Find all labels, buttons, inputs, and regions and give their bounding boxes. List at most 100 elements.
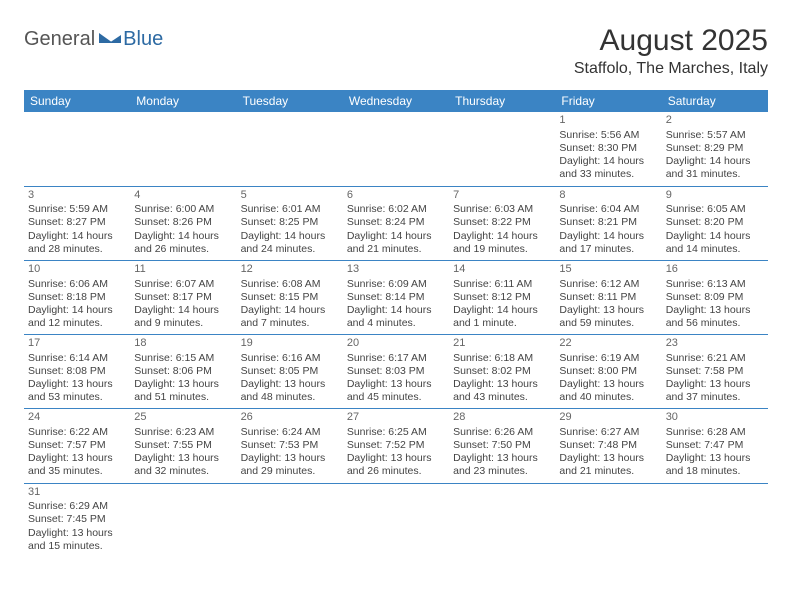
- sunrise-text: Sunrise: 6:18 AM: [453, 352, 551, 365]
- daylight-text: Daylight: 13 hours: [28, 378, 126, 391]
- logo: General Blue: [24, 28, 163, 51]
- sunset-text: Sunset: 7:52 PM: [347, 439, 445, 452]
- day-number: 20: [347, 337, 445, 351]
- day-number: 10: [28, 263, 126, 277]
- sunrise-text: Sunrise: 6:22 AM: [28, 426, 126, 439]
- sunrise-text: Sunrise: 6:29 AM: [28, 500, 126, 513]
- day-number: 22: [559, 337, 657, 351]
- daylight-text: and 29 minutes.: [241, 465, 339, 478]
- calendar-week: 24Sunrise: 6:22 AMSunset: 7:57 PMDayligh…: [24, 409, 768, 483]
- daylight-text: Daylight: 14 hours: [28, 230, 126, 243]
- sunrise-text: Sunrise: 6:08 AM: [241, 278, 339, 291]
- calendar-cell: [449, 112, 555, 186]
- calendar-cell: [343, 112, 449, 186]
- daylight-text: and 17 minutes.: [559, 243, 657, 256]
- daylight-text: and 26 minutes.: [134, 243, 232, 256]
- daylight-text: and 45 minutes.: [347, 391, 445, 404]
- daylight-text: Daylight: 13 hours: [241, 452, 339, 465]
- calendar-cell: [130, 483, 236, 557]
- daylight-text: Daylight: 13 hours: [559, 452, 657, 465]
- sunset-text: Sunset: 7:57 PM: [28, 439, 126, 452]
- day-number: 21: [453, 337, 551, 351]
- day-number: 18: [134, 337, 232, 351]
- sunset-text: Sunset: 8:20 PM: [666, 216, 764, 229]
- sunset-text: Sunset: 8:00 PM: [559, 365, 657, 378]
- day-number: 26: [241, 411, 339, 425]
- daylight-text: Daylight: 14 hours: [347, 230, 445, 243]
- sunrise-text: Sunrise: 6:09 AM: [347, 278, 445, 291]
- daylight-text: Daylight: 13 hours: [559, 304, 657, 317]
- daylight-text: Daylight: 13 hours: [666, 452, 764, 465]
- calendar-cell: [555, 483, 661, 557]
- daylight-text: Daylight: 13 hours: [453, 452, 551, 465]
- calendar-cell: 3Sunrise: 5:59 AMSunset: 8:27 PMDaylight…: [24, 186, 130, 260]
- calendar-cell: [24, 112, 130, 186]
- calendar-cell: 10Sunrise: 6:06 AMSunset: 8:18 PMDayligh…: [24, 260, 130, 334]
- day-number: 23: [666, 337, 764, 351]
- day-number: 9: [666, 189, 764, 203]
- sunrise-text: Sunrise: 5:56 AM: [559, 129, 657, 142]
- daylight-text: Daylight: 14 hours: [241, 304, 339, 317]
- daylight-text: and 1 minute.: [453, 317, 551, 330]
- daylight-text: and 53 minutes.: [28, 391, 126, 404]
- calendar-cell: 31Sunrise: 6:29 AMSunset: 7:45 PMDayligh…: [24, 483, 130, 557]
- sunrise-text: Sunrise: 6:16 AM: [241, 352, 339, 365]
- daylight-text: and 15 minutes.: [28, 540, 126, 553]
- sunrise-text: Sunrise: 6:26 AM: [453, 426, 551, 439]
- calendar-week: 3Sunrise: 5:59 AMSunset: 8:27 PMDaylight…: [24, 186, 768, 260]
- sunset-text: Sunset: 7:55 PM: [134, 439, 232, 452]
- sunset-text: Sunset: 8:11 PM: [559, 291, 657, 304]
- calendar-cell: 25Sunrise: 6:23 AMSunset: 7:55 PMDayligh…: [130, 409, 236, 483]
- sunrise-text: Sunrise: 5:57 AM: [666, 129, 764, 142]
- calendar-cell: 17Sunrise: 6:14 AMSunset: 8:08 PMDayligh…: [24, 335, 130, 409]
- daylight-text: Daylight: 14 hours: [666, 230, 764, 243]
- sunset-text: Sunset: 8:17 PM: [134, 291, 232, 304]
- daylight-text: and 7 minutes.: [241, 317, 339, 330]
- daylight-text: Daylight: 14 hours: [666, 155, 764, 168]
- daylight-text: Daylight: 13 hours: [28, 452, 126, 465]
- flag-icon: [99, 29, 121, 50]
- daylight-text: and 21 minutes.: [559, 465, 657, 478]
- daylight-text: and 33 minutes.: [559, 168, 657, 181]
- calendar-cell: 12Sunrise: 6:08 AMSunset: 8:15 PMDayligh…: [237, 260, 343, 334]
- calendar-body: 1Sunrise: 5:56 AMSunset: 8:30 PMDaylight…: [24, 112, 768, 557]
- calendar-cell: 14Sunrise: 6:11 AMSunset: 8:12 PMDayligh…: [449, 260, 555, 334]
- daylight-text: Daylight: 14 hours: [559, 155, 657, 168]
- sunrise-text: Sunrise: 6:04 AM: [559, 203, 657, 216]
- daylight-text: and 43 minutes.: [453, 391, 551, 404]
- calendar-header-row: SundayMondayTuesdayWednesdayThursdayFrid…: [24, 90, 768, 112]
- calendar-cell: 9Sunrise: 6:05 AMSunset: 8:20 PMDaylight…: [662, 186, 768, 260]
- logo-text-general: General: [24, 28, 95, 51]
- sunset-text: Sunset: 8:03 PM: [347, 365, 445, 378]
- daylight-text: and 24 minutes.: [241, 243, 339, 256]
- calendar-cell: 30Sunrise: 6:28 AMSunset: 7:47 PMDayligh…: [662, 409, 768, 483]
- daylight-text: and 31 minutes.: [666, 168, 764, 181]
- daylight-text: and 48 minutes.: [241, 391, 339, 404]
- calendar-cell: 18Sunrise: 6:15 AMSunset: 8:06 PMDayligh…: [130, 335, 236, 409]
- sunset-text: Sunset: 8:21 PM: [559, 216, 657, 229]
- calendar-cell: 20Sunrise: 6:17 AMSunset: 8:03 PMDayligh…: [343, 335, 449, 409]
- sunset-text: Sunset: 8:26 PM: [134, 216, 232, 229]
- page-header: General Blue August 2025 Staffolo, The M…: [24, 24, 768, 78]
- daylight-text: Daylight: 14 hours: [347, 304, 445, 317]
- day-number: 12: [241, 263, 339, 277]
- sunrise-text: Sunrise: 6:24 AM: [241, 426, 339, 439]
- day-number: 5: [241, 189, 339, 203]
- calendar-cell: [130, 112, 236, 186]
- day-number: 2: [666, 114, 764, 128]
- daylight-text: Daylight: 14 hours: [453, 304, 551, 317]
- day-number: 30: [666, 411, 764, 425]
- daylight-text: Daylight: 13 hours: [559, 378, 657, 391]
- calendar-cell: [449, 483, 555, 557]
- sunset-text: Sunset: 8:30 PM: [559, 142, 657, 155]
- calendar-cell: 29Sunrise: 6:27 AMSunset: 7:48 PMDayligh…: [555, 409, 661, 483]
- daylight-text: and 56 minutes.: [666, 317, 764, 330]
- sunset-text: Sunset: 8:29 PM: [666, 142, 764, 155]
- calendar-cell: 8Sunrise: 6:04 AMSunset: 8:21 PMDaylight…: [555, 186, 661, 260]
- calendar-week: 1Sunrise: 5:56 AMSunset: 8:30 PMDaylight…: [24, 112, 768, 186]
- calendar-cell: 15Sunrise: 6:12 AMSunset: 8:11 PMDayligh…: [555, 260, 661, 334]
- sunset-text: Sunset: 8:08 PM: [28, 365, 126, 378]
- daylight-text: Daylight: 13 hours: [347, 452, 445, 465]
- calendar-cell: 7Sunrise: 6:03 AMSunset: 8:22 PMDaylight…: [449, 186, 555, 260]
- calendar-cell: [662, 483, 768, 557]
